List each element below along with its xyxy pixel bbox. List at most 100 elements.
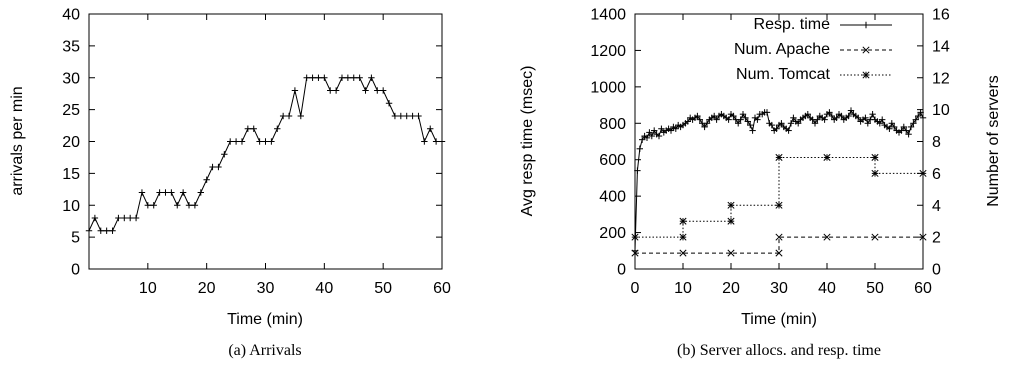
data-point [103,227,110,234]
legend-label: Num. Apache [734,41,830,58]
data-point [823,153,831,161]
data-point [713,116,720,123]
data-point [350,74,357,81]
data-point [768,121,775,129]
data-point [811,120,819,127]
data-point [778,120,785,127]
y2-tick-label: 6 [932,166,941,183]
data-point [244,125,252,132]
data-point [862,21,870,29]
data-point [634,167,641,174]
data-point [667,127,675,134]
caption: (a) Arrivals [228,342,301,359]
data-point [227,138,234,145]
data-point [397,112,405,120]
data-point [900,123,907,131]
series-line [635,156,923,238]
data-point [879,116,886,123]
y2-tick-label: 14 [932,38,950,55]
data-point [221,151,228,158]
data-point [795,120,802,127]
data-point [639,136,646,143]
data-point [773,125,780,132]
data-point [179,189,187,196]
y-tick-label: 0 [617,262,626,279]
data-point [421,138,428,145]
data-point [869,110,876,118]
data-point [115,214,122,222]
data-point [847,107,855,114]
data-point [919,169,927,177]
data-point [727,201,735,209]
x-axis-label: Time (min) [227,311,303,328]
data-point [787,120,795,127]
data-point [268,138,275,145]
data-point [725,116,732,123]
data-point [126,214,134,222]
chart-server-allocs: 0 200 400 600 800 1000 1200 1400 0 2 4 6 8 10 12 14 16 0 1… [519,7,1002,360]
data-point [655,132,663,140]
y-tick-label: 35 [62,38,80,55]
y-tick-label: 15 [62,166,80,183]
x-tick-label: 20 [198,280,216,297]
data-point [646,129,653,136]
data-point [823,233,831,241]
data-point [168,189,175,196]
data-point [679,217,687,225]
data-point [907,123,915,131]
data-point [215,163,222,171]
data-point [648,132,655,140]
data-point [291,87,299,94]
x-axis-label: Time (min) [741,311,817,328]
x-tick-label: 60 [914,280,932,297]
data-point [197,189,204,196]
data-point [403,112,410,120]
data-point [871,153,879,161]
x-tick-label: 50 [374,280,392,297]
data-point [109,227,116,234]
data-point [864,120,871,127]
data-point [303,74,310,81]
data-point [912,116,919,123]
data-point [315,74,322,81]
data-point [862,46,870,54]
y-tick-label: 30 [62,70,80,87]
data-point [891,123,898,131]
data-point [332,87,340,94]
x-tick-label: 30 [770,280,788,297]
data-point [432,138,440,145]
data-point [121,214,128,222]
data-point [804,110,811,118]
data-point [379,87,387,94]
data-point [631,233,639,241]
data-point [321,74,328,81]
y-tick-label: 600 [599,152,626,169]
data-point [256,138,263,145]
data-point [749,127,756,134]
data-point [915,112,922,120]
data-point [203,176,210,183]
y-tick-label: 40 [62,7,80,24]
data-point [415,112,422,120]
data-point [262,138,269,145]
legend: Resp. time Num. Apache Num. Tomcat [734,16,892,83]
y-tick-label: 1200 [590,43,626,60]
y2-tick-label: 0 [932,262,941,279]
y-tick-label: 10 [62,198,80,215]
data-point [826,109,833,116]
data-point [903,127,910,134]
x-tick-label: 20 [722,280,740,297]
data-point [91,214,99,222]
data-point [279,112,287,120]
data-point [886,125,893,132]
data-point [876,120,883,127]
data-point [742,114,749,122]
y-tick-label: 25 [62,102,80,119]
x-tick-label: 40 [818,280,836,297]
caption: (b) Server allocs. and resp. time [677,342,881,359]
data-point [775,201,783,209]
series-line [635,236,923,254]
x-tick-label: 60 [433,280,451,297]
data-point [679,233,687,241]
data-point [917,109,924,116]
